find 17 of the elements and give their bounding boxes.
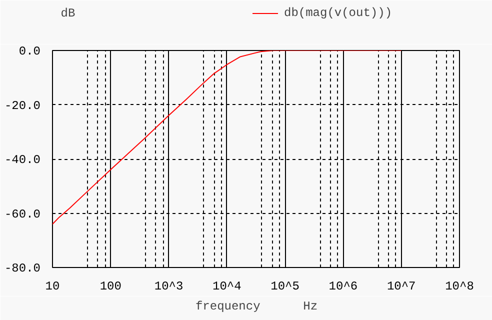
x-tick-label: 10^4 <box>212 280 242 294</box>
legend-label: db(mag(v(out))) <box>284 6 392 20</box>
x-tick-label: 10^8 <box>445 280 474 294</box>
y-tick-label: -80.0 <box>4 262 41 276</box>
y-tick-label: -40.0 <box>4 153 41 167</box>
x-axis-title: frequency <box>195 300 260 314</box>
y-axis-title: dB <box>60 6 76 20</box>
y-tick-label: -60.0 <box>4 207 41 222</box>
x-tick-label: 10^7 <box>386 280 416 294</box>
x-tick-label: 10^6 <box>328 280 358 294</box>
y-tick-label: 0.0 <box>18 44 41 58</box>
x-tick-label: 10^5 <box>270 280 300 294</box>
text: Hz <box>303 300 318 314</box>
x-tick-label: 10 <box>45 280 60 294</box>
y-tick-label: -20.0 <box>4 98 41 113</box>
x-tick-label: 10^3 <box>154 280 184 294</box>
x-tick-label: 100 <box>100 280 122 294</box>
